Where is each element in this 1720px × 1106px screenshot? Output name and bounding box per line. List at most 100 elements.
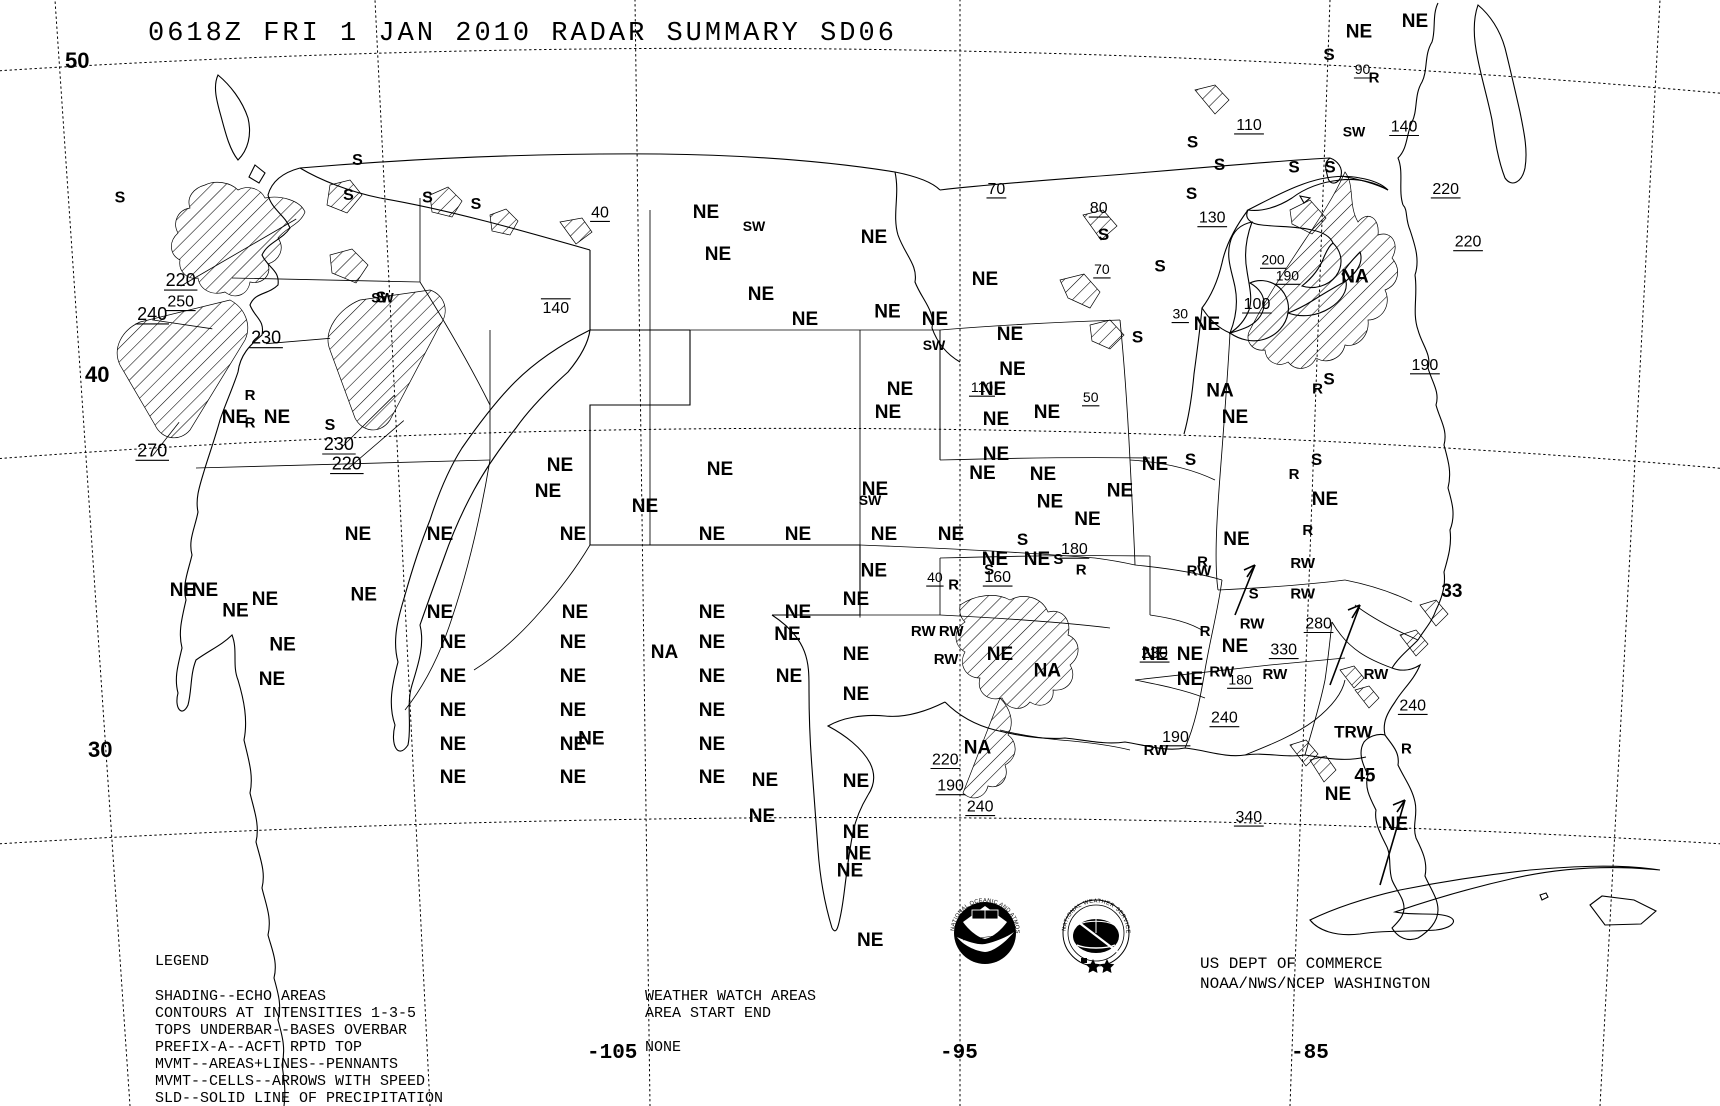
- svg-text:220: 220: [332, 454, 362, 474]
- svg-text:NE: NE: [1030, 464, 1056, 485]
- svg-text:NE: NE: [562, 602, 588, 623]
- svg-text:NE: NE: [843, 589, 869, 610]
- svg-text:NE: NE: [749, 806, 775, 827]
- svg-text:NE: NE: [259, 669, 285, 690]
- svg-text:250: 250: [167, 294, 194, 311]
- svg-text:AREA START END: AREA START END: [645, 1005, 771, 1022]
- svg-text:NE: NE: [1312, 489, 1338, 510]
- svg-text:S: S: [1186, 184, 1197, 203]
- svg-text:50: 50: [65, 48, 89, 73]
- svg-text:S: S: [1132, 328, 1143, 347]
- svg-text:NE: NE: [837, 861, 863, 882]
- svg-text:WEATHER WATCH AREAS: WEATHER WATCH AREAS: [645, 988, 816, 1005]
- svg-text:NE: NE: [843, 822, 869, 843]
- svg-text:S: S: [115, 190, 126, 207]
- svg-text:S: S: [422, 190, 433, 207]
- svg-text:NE: NE: [699, 632, 725, 653]
- svg-text:NE: NE: [440, 734, 466, 755]
- svg-text:MVMT--CELLS--ARROWS WITH SPEED: MVMT--CELLS--ARROWS WITH SPEED: [155, 1073, 425, 1090]
- svg-text:NE: NE: [560, 632, 586, 653]
- svg-text:PREFIX-A--ACFT RPTD TOP: PREFIX-A--ACFT RPTD TOP: [155, 1039, 362, 1056]
- svg-text:NA: NA: [964, 738, 992, 759]
- svg-text:S: S: [343, 187, 354, 204]
- svg-text:NE: NE: [997, 324, 1023, 345]
- svg-text:80: 80: [1090, 200, 1108, 217]
- svg-text:-85: -85: [1291, 1042, 1329, 1065]
- svg-text:NE: NE: [776, 666, 802, 687]
- svg-text:US DEPT OF COMMERCE: US DEPT OF COMMERCE: [1200, 955, 1382, 973]
- svg-text:CONTOURS AT INTENSITIES 1-3-5: CONTOURS AT INTENSITIES 1-3-5: [155, 1005, 416, 1022]
- svg-text:NE: NE: [1223, 529, 1249, 550]
- svg-text:S: S: [1288, 158, 1299, 177]
- svg-text:SW: SW: [743, 218, 766, 234]
- svg-text:340: 340: [1235, 809, 1262, 826]
- svg-text:110: 110: [971, 379, 994, 395]
- svg-text:S: S: [1214, 155, 1225, 174]
- svg-text:NE: NE: [748, 284, 774, 305]
- svg-text:NE: NE: [699, 734, 725, 755]
- svg-text:MVMT--AREAS+LINES--PENNANTS: MVMT--AREAS+LINES--PENNANTS: [155, 1056, 398, 1073]
- svg-text:RW: RW: [1290, 585, 1316, 602]
- svg-text:NE: NE: [1177, 669, 1203, 690]
- svg-text:190: 190: [1276, 267, 1300, 283]
- svg-text:S: S: [1324, 158, 1335, 177]
- svg-text:NE: NE: [1074, 509, 1100, 530]
- svg-text:S: S: [1249, 585, 1259, 602]
- svg-text:NE: NE: [632, 496, 658, 517]
- svg-text:NE: NE: [1177, 644, 1203, 665]
- svg-text:-95: -95: [940, 1042, 978, 1065]
- svg-text:RW: RW: [934, 651, 960, 668]
- svg-text:NE: NE: [192, 580, 218, 601]
- svg-text:NE: NE: [560, 700, 586, 721]
- svg-text:NE: NE: [887, 379, 913, 400]
- svg-text:280: 280: [1305, 616, 1332, 633]
- svg-text:S: S: [1154, 257, 1165, 276]
- svg-text:NE: NE: [699, 602, 725, 623]
- svg-text:NE: NE: [874, 302, 900, 323]
- svg-text:NE: NE: [785, 524, 811, 545]
- svg-text:240: 240: [1211, 710, 1238, 727]
- svg-text:S: S: [1017, 530, 1028, 549]
- svg-text:NE: NE: [547, 455, 573, 476]
- svg-text:NE: NE: [707, 459, 733, 480]
- svg-text:240: 240: [137, 304, 167, 324]
- svg-text:90: 90: [1355, 61, 1371, 77]
- svg-text:40: 40: [927, 569, 943, 585]
- svg-text:NE: NE: [1402, 11, 1428, 32]
- svg-text:NE: NE: [699, 767, 725, 788]
- svg-text:SLD--SOLID LINE OF PRECIPITATI: SLD--SOLID LINE OF PRECIPITATION: [155, 1090, 443, 1106]
- svg-text:NE: NE: [752, 770, 778, 791]
- svg-text:NA: NA: [651, 642, 679, 663]
- svg-text:230: 230: [324, 434, 354, 454]
- svg-text:NE: NE: [705, 244, 731, 265]
- svg-text:230: 230: [1141, 645, 1168, 662]
- svg-text:R: R: [1312, 381, 1323, 398]
- svg-text:NE: NE: [843, 644, 869, 665]
- svg-text:RW: RW: [939, 623, 965, 640]
- svg-text:190: 190: [1412, 357, 1439, 374]
- svg-text:160: 160: [984, 569, 1011, 586]
- svg-text:S: S: [1323, 370, 1334, 389]
- svg-text:NE: NE: [1346, 22, 1372, 43]
- svg-text:NE: NE: [560, 666, 586, 687]
- svg-text:NA: NA: [1034, 661, 1062, 682]
- svg-text:NE: NE: [1325, 784, 1351, 805]
- svg-text:R: R: [1401, 741, 1412, 758]
- svg-text:-105: -105: [587, 1042, 637, 1065]
- svg-text:180: 180: [1228, 671, 1252, 687]
- svg-text:RW: RW: [1290, 555, 1316, 572]
- svg-text:NE: NE: [350, 585, 376, 606]
- svg-text:NE: NE: [345, 524, 371, 545]
- svg-text:R: R: [1289, 466, 1300, 483]
- svg-text:240: 240: [1399, 697, 1426, 714]
- svg-text:NE: NE: [222, 600, 248, 621]
- svg-text:NE: NE: [264, 407, 290, 428]
- svg-text:NE: NE: [1382, 814, 1408, 835]
- svg-text:SW: SW: [1343, 124, 1366, 140]
- svg-text:R: R: [245, 415, 256, 432]
- svg-text:R: R: [245, 387, 256, 404]
- svg-text:140: 140: [1391, 119, 1418, 136]
- svg-text:0618Z FRI 1 JAN 2010 RADAR S: 0618Z FRI 1 JAN 2010 RADAR SUMMARY SD06: [148, 19, 897, 49]
- svg-text:30: 30: [88, 737, 112, 762]
- svg-text:NE: NE: [843, 684, 869, 705]
